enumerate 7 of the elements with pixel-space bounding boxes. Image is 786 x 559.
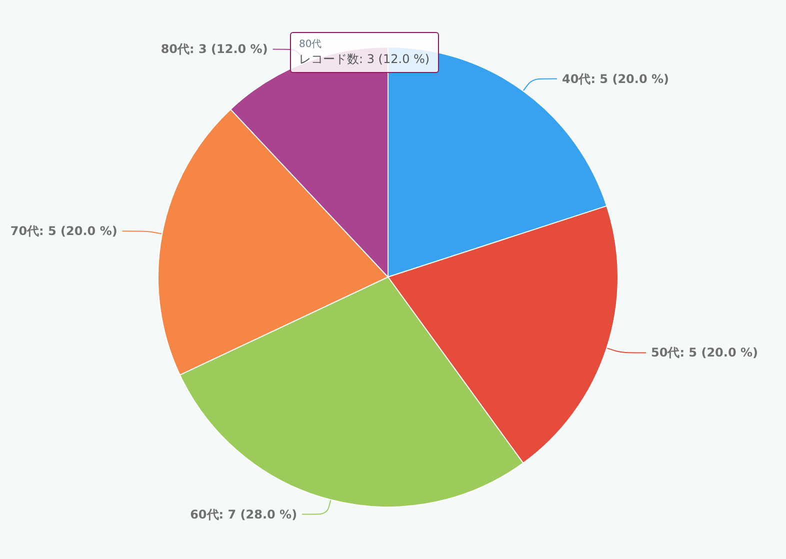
category-label: 80代: 3 (12.0 %): [160, 42, 268, 56]
slice-label: 80代: [299, 38, 323, 51]
slice-label: 40代: 5 (20.0 %): [562, 72, 669, 86]
text: レコード数: 3 (12.0 %): [299, 51, 430, 68]
slice-label: 70代: 5 (20.0 %): [10, 224, 118, 238]
slice-label: 60代: 7 (28.0 %): [190, 507, 298, 522]
slice-label: 50代: 5 (20.0 %): [651, 346, 758, 360]
